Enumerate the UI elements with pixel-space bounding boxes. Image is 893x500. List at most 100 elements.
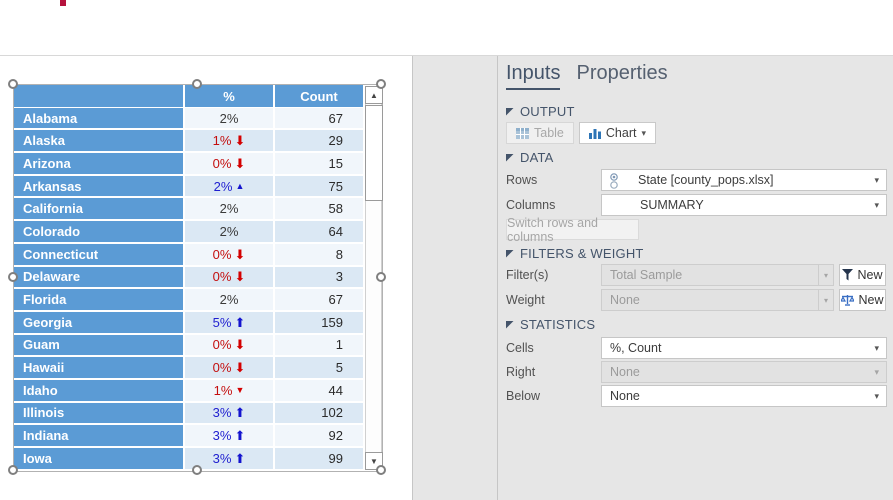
table-scrollbar[interactable]: ▲ ▼ [365, 86, 383, 470]
table-row-label[interactable]: Illinois [14, 402, 183, 424]
table-row-label[interactable]: Georgia [14, 311, 183, 333]
percent-value: 5% [212, 314, 232, 330]
tab-inputs[interactable]: Inputs [506, 62, 561, 90]
chevron-down-icon: ▾ [874, 199, 879, 210]
table-header-rowlabel[interactable] [14, 85, 183, 107]
rows-dropdown[interactable]: State [county_pops.xlsx] ▾ [601, 169, 887, 191]
table-cell-percent[interactable]: 2% [185, 107, 273, 129]
table-row-label[interactable]: Alabama [14, 107, 183, 129]
table-row-label[interactable]: Iowa [14, 448, 183, 469]
table-cell-percent[interactable]: 2% [185, 289, 273, 310]
below-dropdown[interactable]: None ▾ [601, 385, 887, 407]
table-cell-count[interactable]: 99 [275, 448, 363, 469]
output-chart-button[interactable]: Chart ▾ [578, 122, 656, 144]
significance-up-arrow-icon: ⬆ [234, 428, 246, 444]
chevron-down-icon: ▾ [818, 265, 833, 285]
output-table-button[interactable]: Table [506, 122, 574, 144]
table-cell-percent[interactable]: 3% ⬆ [185, 448, 273, 469]
table-row-label[interactable]: Idaho [14, 379, 183, 401]
new-filter-button[interactable]: New [839, 264, 886, 286]
table-cell-count[interactable]: 58 [275, 198, 363, 220]
top-divider [0, 55, 893, 56]
table-row-label[interactable]: Alaska [14, 130, 183, 152]
table-cell-percent[interactable]: 0% ⬇ [185, 357, 273, 378]
table-cell-count[interactable]: 67 [275, 107, 363, 129]
table-row-label[interactable]: Florida [14, 289, 183, 310]
chevron-down-icon: ▾ [874, 390, 879, 401]
section-output[interactable]: OUTPUT [506, 104, 575, 119]
switch-rows-columns-button[interactable]: Switch rows and columns [506, 216, 639, 244]
table-cell-percent[interactable]: 1% ⬇ [185, 130, 273, 152]
selection-handle[interactable] [192, 465, 202, 475]
cells-dropdown[interactable]: %, Count ▾ [601, 337, 887, 359]
table-cell-count[interactable]: 75 [275, 175, 363, 197]
table-header-count[interactable]: Count [275, 85, 363, 107]
table-cell-percent[interactable]: 0% ⬇ [185, 266, 273, 288]
variable-radio-icon [610, 173, 618, 189]
table-cell-percent[interactable]: 0% ⬇ [185, 243, 273, 265]
table-header-percent[interactable]: % [185, 85, 273, 107]
selection-handle[interactable] [192, 79, 202, 89]
table-cell-count[interactable]: 5 [275, 357, 363, 378]
selection-handle[interactable] [376, 465, 386, 475]
table-cell-count[interactable]: 64 [275, 221, 363, 242]
table-cell-percent[interactable]: 3% ⬆ [185, 402, 273, 424]
table-cell-count[interactable]: 92 [275, 425, 363, 446]
table-row-label[interactable]: Connecticut [14, 243, 183, 265]
section-filters-weight[interactable]: FILTERS & WEIGHT [506, 246, 644, 261]
section-statistics[interactable]: STATISTICS [506, 317, 595, 332]
document-canvas[interactable]: % Count Alabama 2% 67 Alaska 1% ⬇ 29 Arizona 0% ⬇… [0, 56, 413, 500]
scales-icon [841, 295, 855, 306]
table-cell-percent[interactable]: 1% ▼ [185, 379, 273, 401]
table-row-label[interactable]: Indiana [14, 425, 183, 446]
right-dropdown[interactable]: None ▾ [601, 361, 887, 383]
selection-handle[interactable] [8, 79, 18, 89]
chevron-down-icon: ▾ [874, 342, 879, 353]
table-row-label[interactable]: Arizona [14, 153, 183, 174]
selection-handle[interactable] [376, 272, 386, 282]
table-cell-count[interactable]: 159 [275, 311, 363, 333]
table-cell-percent[interactable]: 2% [185, 221, 273, 242]
table-row-label[interactable]: Colorado [14, 221, 183, 242]
selection-handle[interactable] [8, 465, 18, 475]
selection-handle[interactable] [376, 79, 386, 89]
selection-handle[interactable] [8, 272, 18, 282]
tab-properties[interactable]: Properties [576, 62, 668, 84]
scroll-up-icon[interactable]: ▲ [365, 86, 383, 104]
table-cell-percent[interactable]: 2% [185, 198, 273, 220]
canvas-gutter [413, 56, 497, 500]
table-row-label[interactable]: Guam [14, 334, 183, 356]
percent-value: 1% [213, 382, 233, 398]
table-row-label[interactable]: Hawaii [14, 357, 183, 378]
significance-up-arrow-icon: ⬆ [234, 450, 246, 466]
table-cell-count[interactable]: 67 [275, 289, 363, 310]
table-cell-percent[interactable]: 0% ⬇ [185, 153, 273, 174]
table-cell-percent[interactable]: 5% ⬆ [185, 311, 273, 333]
table-cell-percent[interactable]: 3% ⬆ [185, 425, 273, 446]
columns-label: Columns [506, 198, 556, 212]
table-cell-count[interactable]: 44 [275, 379, 363, 401]
table-row-label[interactable]: Arkansas [14, 175, 183, 197]
percent-value: 2% [213, 178, 233, 194]
percent-value: 0% [212, 246, 232, 262]
table-cell-count[interactable]: 3 [275, 266, 363, 288]
weight-dropdown[interactable]: None ▾ [601, 289, 834, 311]
section-data[interactable]: DATA [506, 150, 554, 165]
new-weight-button[interactable]: New [839, 289, 886, 311]
filters-dropdown[interactable]: Total Sample ▾ [601, 264, 834, 286]
table-cell-count[interactable]: 8 [275, 243, 363, 265]
scrollbar-thumb[interactable] [365, 105, 383, 201]
table-row-label[interactable]: Delaware [14, 266, 183, 288]
table-cell-percent[interactable]: 2% ▲ [185, 175, 273, 197]
table-cell-count[interactable]: 15 [275, 153, 363, 174]
table-cell-percent[interactable]: 0% ⬇ [185, 334, 273, 356]
selected-table-object[interactable]: % Count Alabama 2% 67 Alaska 1% ⬇ 29 Arizona 0% ⬇… [8, 79, 386, 475]
filter-funnel-icon [842, 269, 854, 281]
table-row-label[interactable]: California [14, 198, 183, 220]
columns-dropdown[interactable]: SUMMARY ▾ [601, 194, 887, 216]
table-cell-count[interactable]: 1 [275, 334, 363, 356]
significance-down-arrow-icon: ⬇ [234, 133, 246, 149]
table-cell-count[interactable]: 102 [275, 402, 363, 424]
percent-value: 2% [219, 201, 239, 217]
table-cell-count[interactable]: 29 [275, 130, 363, 152]
